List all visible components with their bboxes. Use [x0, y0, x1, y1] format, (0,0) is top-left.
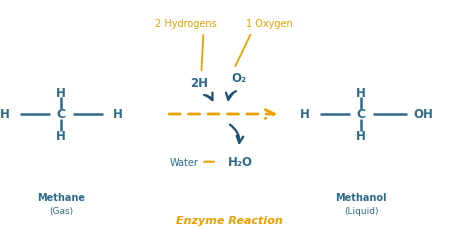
Text: (Liquid): (Liquid) [344, 206, 378, 215]
Text: 1 Oxygen: 1 Oxygen [246, 19, 292, 29]
Text: C: C [356, 108, 366, 121]
Text: O₂: O₂ [231, 72, 246, 85]
Text: H: H [300, 108, 310, 121]
Text: (Gas): (Gas) [49, 206, 73, 215]
Text: H: H [56, 130, 66, 142]
Text: H: H [56, 87, 66, 99]
Text: Enzyme Reaction: Enzyme Reaction [176, 215, 283, 225]
Text: C: C [57, 108, 66, 121]
Text: 2H: 2H [190, 76, 208, 89]
Text: Methanol: Methanol [335, 192, 387, 202]
Text: H: H [356, 130, 366, 142]
Text: H₂O: H₂O [228, 155, 253, 169]
Text: Water: Water [169, 157, 198, 167]
Text: 2 Hydrogens: 2 Hydrogens [155, 19, 217, 29]
Text: Methane: Methane [37, 192, 86, 202]
Text: H: H [356, 87, 366, 99]
Text: H: H [112, 108, 122, 121]
Text: OH: OH [414, 108, 433, 121]
Text: H: H [0, 108, 10, 121]
